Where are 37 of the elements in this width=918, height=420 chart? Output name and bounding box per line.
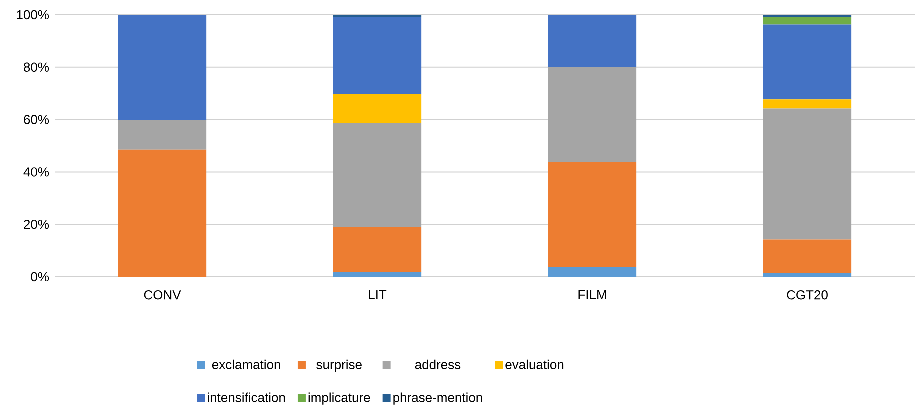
- bar: [333, 272, 422, 277]
- legend-label: surprise: [316, 360, 362, 372]
- legend-label: exclamation: [212, 360, 280, 370]
- bar: [333, 227, 422, 272]
- y-tick-label: 20%: [24, 220, 50, 230]
- y-tick-label: 40%: [24, 168, 50, 177]
- bar: [118, 14, 207, 120]
- x-tick-label: CGT20: [787, 290, 828, 300]
- bar: [548, 14, 637, 68]
- bar: [548, 67, 637, 162]
- legend-label: address: [415, 360, 461, 370]
- bar: [763, 108, 852, 240]
- bar: [333, 17, 422, 94]
- bar: [548, 267, 637, 277]
- bar: [763, 273, 852, 277]
- bar: [333, 123, 422, 228]
- bar: [548, 162, 637, 268]
- bar: [333, 14, 422, 18]
- legend-label: evaluation: [506, 360, 564, 370]
- bar: [118, 120, 207, 150]
- y-tick-label: 60%: [24, 115, 50, 124]
- bar: [763, 100, 852, 109]
- bar: [333, 94, 422, 124]
- x-tick-label: FILM: [578, 290, 606, 300]
- bar: [763, 24, 852, 100]
- bar: [118, 150, 207, 277]
- x-tick-label: LIT: [369, 290, 387, 300]
- legend-label: phrase-mention: [394, 392, 482, 405]
- bar: [763, 240, 852, 274]
- legend-label: intensification: [208, 392, 286, 402]
- y-tick-label: 80%: [24, 62, 50, 72]
- bar: [763, 14, 852, 18]
- y-tick-label: 0%: [31, 272, 50, 282]
- legend-label: implicature: [308, 392, 370, 405]
- bar: [763, 17, 852, 25]
- y-tick-label: 100%: [17, 10, 50, 20]
- x-tick-label: CONV: [144, 290, 182, 300]
